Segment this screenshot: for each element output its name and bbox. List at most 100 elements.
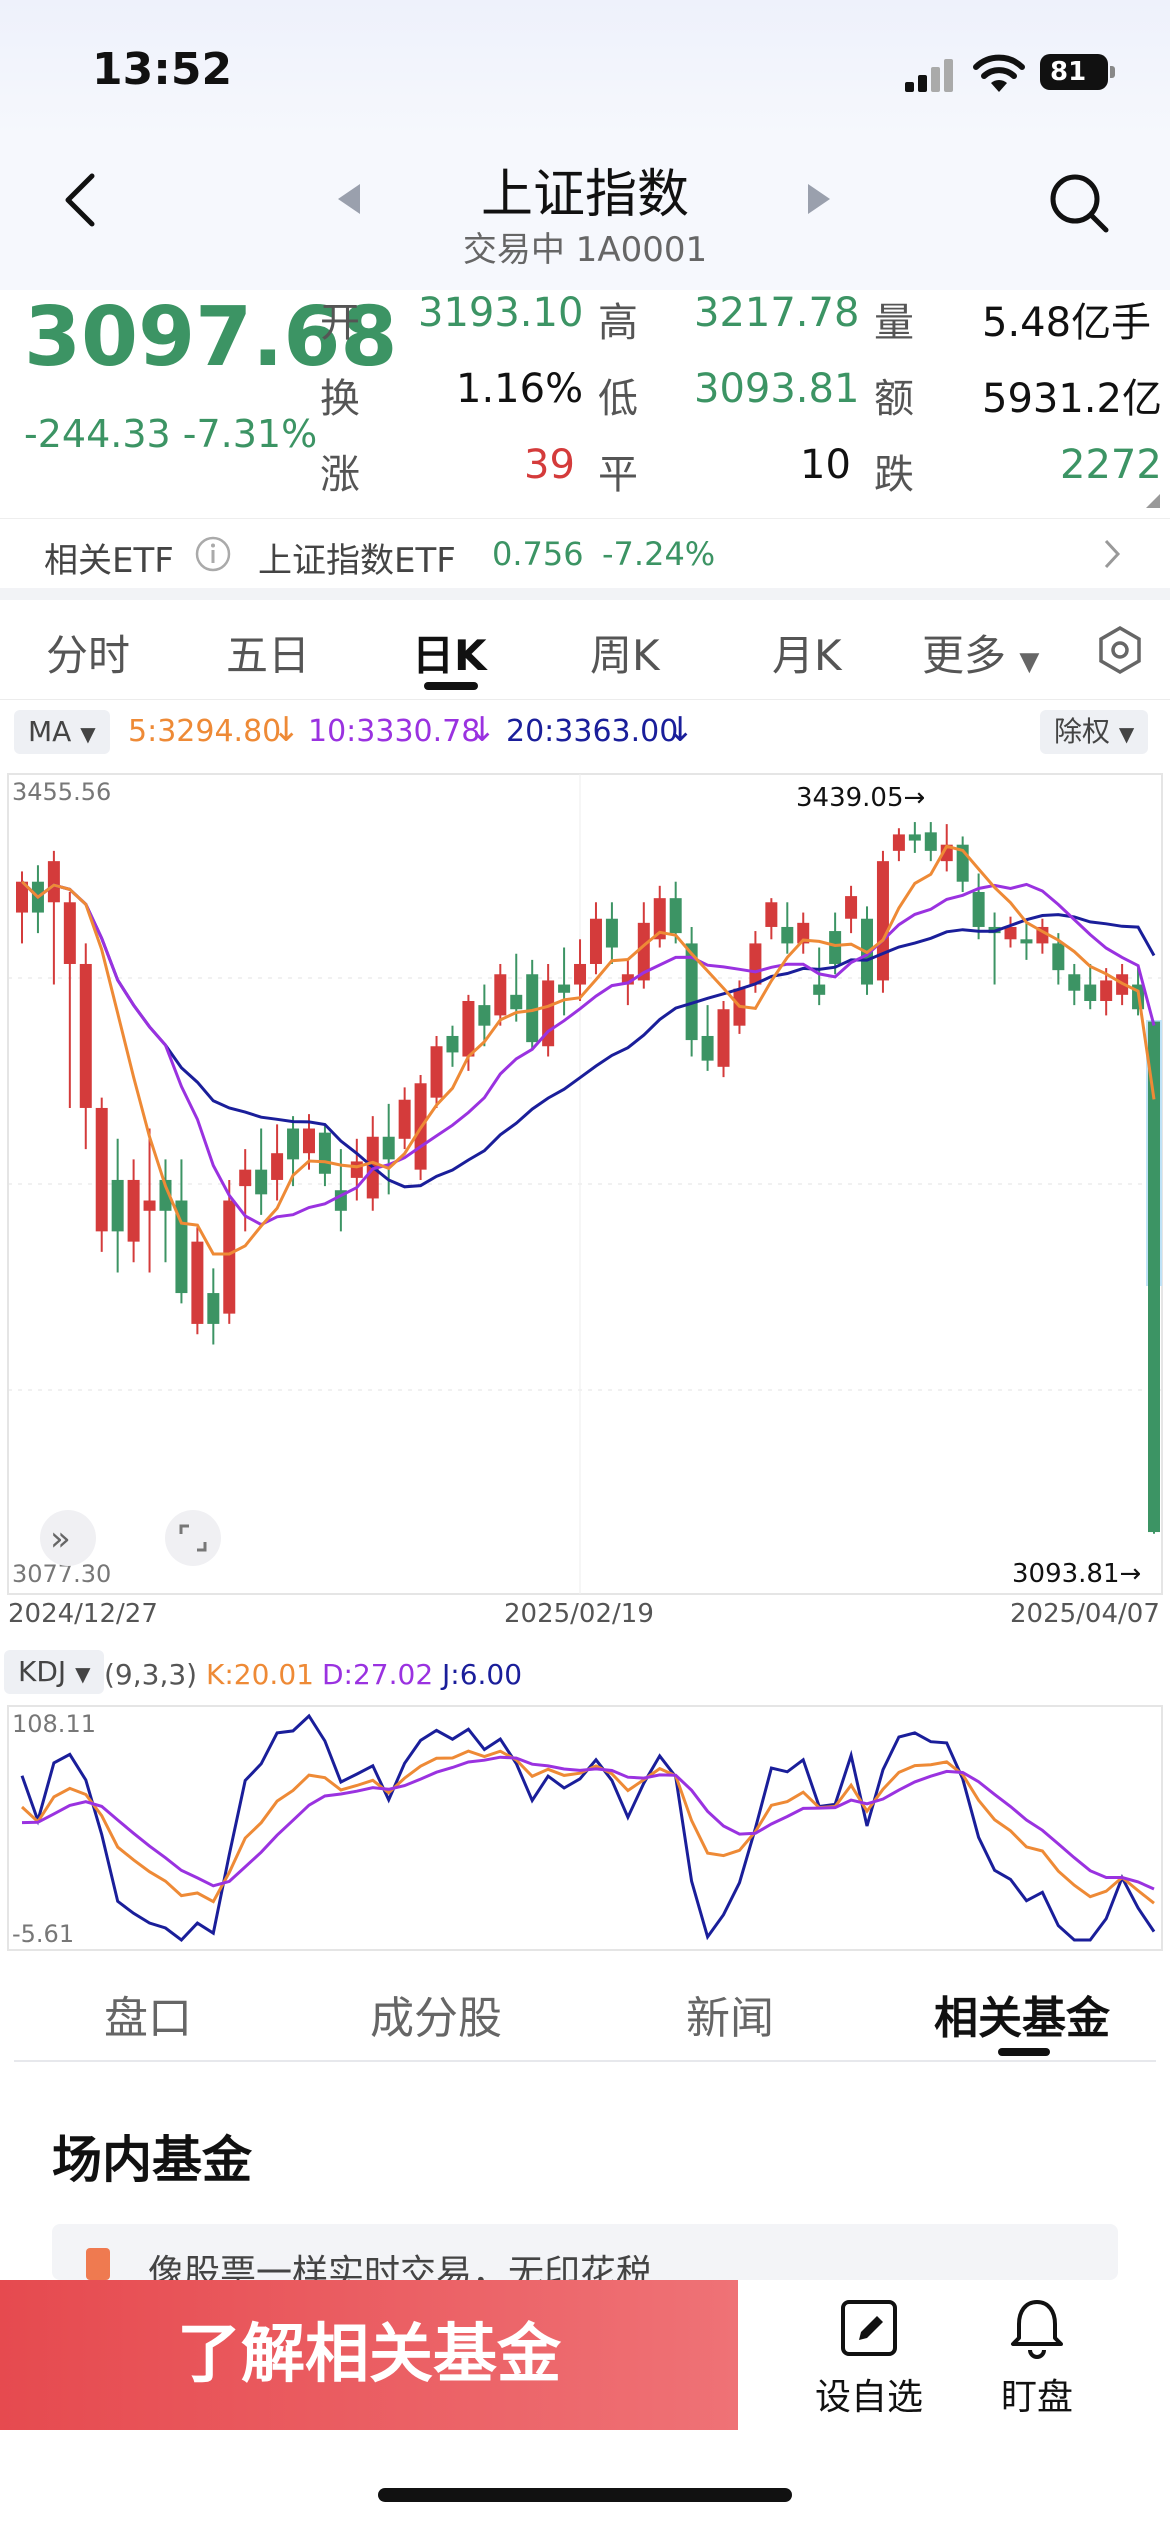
chart-settings-icon[interactable]: [1094, 624, 1146, 676]
back-icon[interactable]: [54, 170, 114, 230]
candle-body: [1068, 974, 1081, 991]
ma-selector[interactable]: MA ▼: [14, 710, 110, 754]
candle-body: [813, 984, 826, 995]
candle-body: [701, 1035, 714, 1061]
candle-body: [382, 1136, 395, 1160]
candle-body: [239, 1169, 252, 1187]
candle-body: [318, 1132, 331, 1174]
candle-body: [589, 918, 602, 964]
wifi-icon: [973, 54, 1025, 92]
ma5-value: 5:3294.80: [128, 714, 282, 749]
prev-index-icon[interactable]: [338, 184, 360, 214]
ma20-value: 20:3363.00: [506, 714, 679, 749]
candle-body: [430, 1046, 443, 1098]
adjust-selector[interactable]: 除权 ▼: [1040, 710, 1149, 754]
candle-body: [398, 1099, 411, 1139]
ma-legend: MA ▼ 5:3294.80 ↓ 10:3330.78 ↓ 20:3363.00…: [0, 700, 1170, 770]
candle-body: [558, 984, 571, 993]
period-tabs: 分时 五日 日K 周K 月K 更多 ▼: [0, 600, 1170, 700]
candlestick-chart[interactable]: 3455.56 3077.30 3439.05→ 3093.81→ » 2024…: [0, 770, 1170, 1642]
tab-news[interactable]: 新闻: [686, 1993, 774, 2044]
ma20-line: [20, 880, 1156, 1189]
candle-body: [79, 963, 92, 1108]
tab-weekly-k[interactable]: 周K: [590, 631, 660, 680]
candle-body: [143, 1200, 156, 1211]
change-percent: -7.31%: [182, 412, 318, 456]
candle-body: [749, 943, 762, 985]
flat-count-value: 10: [800, 442, 851, 488]
next-index-icon[interactable]: [808, 184, 830, 214]
related-etf-row[interactable]: 相关ETF 上证指数ETF 0.756 -7.24%: [0, 518, 1170, 588]
low-label: 低: [598, 376, 638, 422]
bottom-bar: 了解相关基金 设自选 盯盘: [0, 2280, 1170, 2430]
search-icon[interactable]: [1046, 170, 1112, 236]
tab-more[interactable]: 更多 ▼: [922, 622, 1039, 683]
candle-body: [829, 931, 842, 964]
tab-order-book[interactable]: 盘口: [104, 1993, 192, 2044]
battery-icon: 81: [1040, 54, 1115, 90]
candles-group: [16, 822, 1160, 1534]
candle-body: [717, 1009, 730, 1067]
learn-funds-button[interactable]: 了解相关基金: [0, 2280, 738, 2430]
candle-body: [478, 1005, 491, 1026]
status-bar: 13:52 81: [0, 0, 1170, 140]
tab-daily-k[interactable]: 日K: [412, 631, 487, 680]
fullscreen-button[interactable]: [165, 1510, 221, 1566]
ma10-line: [20, 880, 1156, 1227]
kdj-selector[interactable]: KDJ ▼: [4, 1650, 105, 1694]
scroll-left-button[interactable]: [40, 1510, 96, 1566]
section-title: 场内基金: [52, 2131, 252, 2189]
ma10-down-arrow-icon: ↓: [468, 710, 497, 750]
monitor-button[interactable]: 盯盘: [962, 2296, 1112, 2420]
etf-label: 相关ETF: [44, 541, 174, 581]
caret-down-icon: ▼: [1118, 722, 1135, 746]
kdj-max-label: 108.11: [12, 1710, 96, 1738]
candle-body: [526, 974, 539, 1043]
open-value: 3193.10: [418, 290, 584, 336]
date-start: 2024/12/27: [8, 1599, 158, 1629]
candle-body: [159, 1179, 172, 1211]
caret-down-icon: ▼: [75, 1662, 91, 1686]
ma5-down-arrow-icon: ↓: [272, 710, 301, 750]
etf-name: 上证指数ETF: [258, 541, 456, 581]
candle-body: [63, 902, 76, 964]
candle-body: [350, 1161, 363, 1178]
edit-icon: [841, 2300, 897, 2356]
detail-tabs: 盘口 成分股 新闻 相关基金: [0, 1960, 1170, 2060]
change-value: -244.33: [24, 412, 171, 456]
current-price: 3097.68: [24, 290, 398, 385]
add-watchlist-button[interactable]: 设自选: [794, 2296, 944, 2420]
tab-intraday[interactable]: 分时: [46, 631, 131, 680]
date-mid: 2025/02/19: [504, 1599, 654, 1629]
candle-body: [637, 922, 650, 981]
tab-related-funds[interactable]: 相关基金: [934, 1993, 1110, 2044]
megaphone-icon: [86, 2248, 110, 2280]
low-value: 3093.81: [694, 366, 860, 412]
tab-monthly-k[interactable]: 月K: [772, 631, 842, 680]
divider: [14, 2060, 1156, 2062]
promo-banner[interactable]: 像股票一样实时交易，无印花税: [52, 2224, 1118, 2280]
candle-body: [1020, 939, 1033, 944]
expand-corner-icon[interactable]: [1146, 494, 1160, 508]
kdj-j-value: J:6.00: [442, 1658, 523, 1691]
kdj-legend: KDJ ▼ (9,3,3) K:20.01 D:27.02 J:6.00: [0, 1642, 1170, 1702]
candle-body: [621, 974, 634, 985]
double-chevron-icon: »: [50, 1519, 71, 1559]
chevron-right-icon: [1104, 539, 1121, 569]
y-max-label: 3455.56: [12, 778, 111, 806]
candle-body: [510, 994, 523, 1010]
kdj-d-value: D:27.02: [322, 1658, 434, 1691]
candle-body: [95, 1107, 108, 1232]
high-value: 3217.78: [694, 290, 860, 336]
price-change: -244.33 -7.31%: [24, 412, 317, 456]
etf-percent: -7.24%: [602, 535, 716, 573]
section-gap: [0, 588, 1170, 600]
kdj-chart[interactable]: 108.11 -5.61: [0, 1702, 1170, 1954]
tab-constituents[interactable]: 成分股: [370, 1993, 502, 2044]
candle-body: [653, 898, 666, 940]
candle-body: [972, 891, 985, 927]
ma10-value: 10:3330.78: [308, 714, 481, 749]
info-icon[interactable]: [194, 535, 232, 573]
tab-five-day[interactable]: 五日: [226, 631, 311, 680]
